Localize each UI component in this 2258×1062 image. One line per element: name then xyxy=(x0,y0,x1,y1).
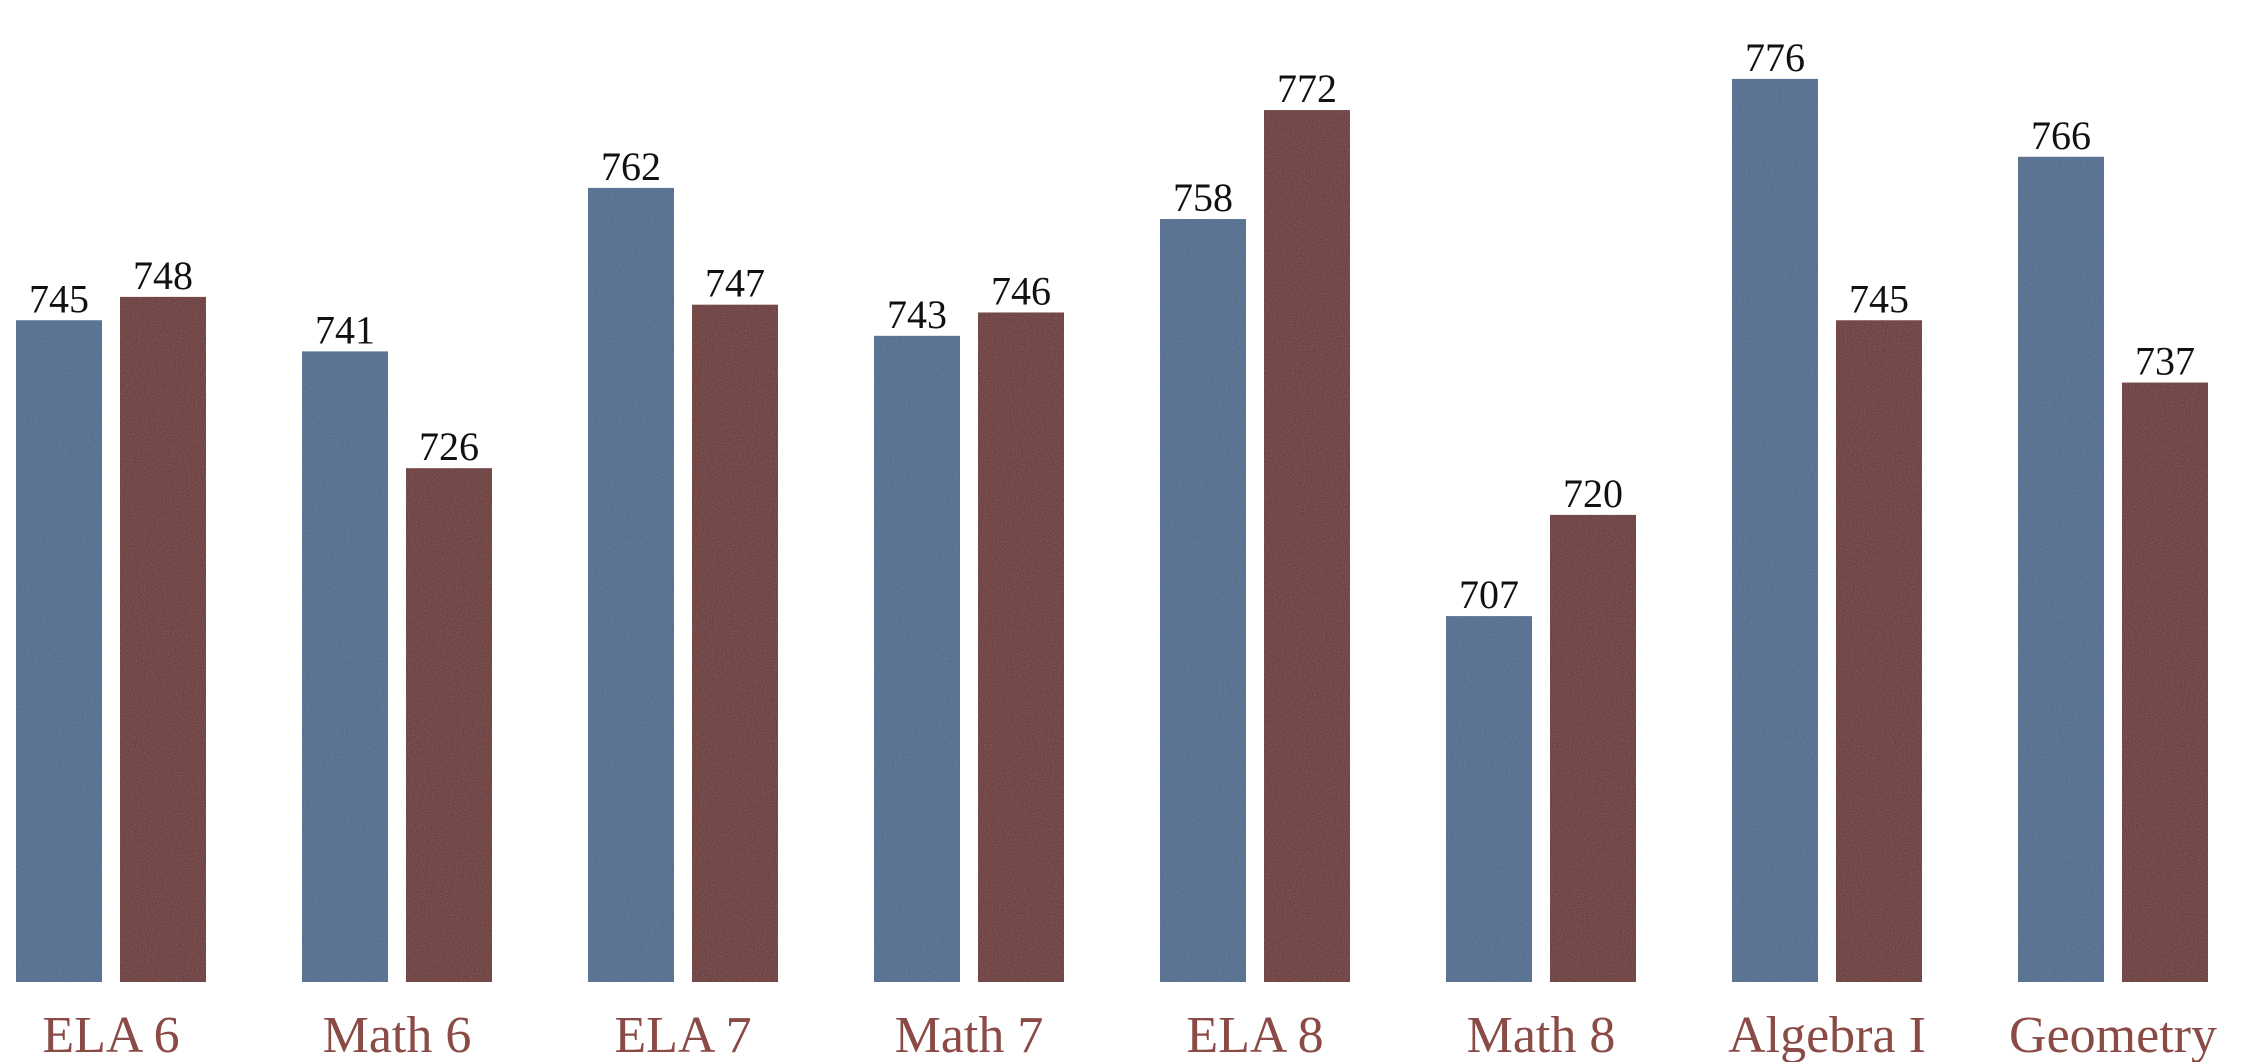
bar-ela-7-series-1 xyxy=(588,187,674,982)
bar-ela-6-series-1 xyxy=(16,320,102,982)
data-label: 766 xyxy=(2031,113,2091,158)
value-labels-layer: 745 748 741 726 762 747 743 746 758 772 707 720 776 7… xyxy=(29,35,2195,617)
data-label: 707 xyxy=(1459,572,1519,617)
bar-math-6-series-1 xyxy=(302,351,388,982)
category-tick-label: Math 6 xyxy=(323,1007,472,1062)
bar-math-7-series-2 xyxy=(978,312,1064,982)
data-label: 741 xyxy=(315,307,375,352)
category-tick-label: Geometry xyxy=(2009,1007,2217,1062)
category-labels-layer: ELA 6 Math 6 ELA 7 Math 7 ELA 8 Math 8 Algebra… xyxy=(42,1007,2217,1062)
bar-math-7-series-1 xyxy=(874,335,960,982)
bar-ela-7-series-2 xyxy=(692,304,778,982)
bar-geometry-series-2 xyxy=(2122,382,2208,983)
data-label: 743 xyxy=(887,292,947,337)
bar-ela-8-series-2 xyxy=(1264,110,1350,983)
bar-math-8-series-2 xyxy=(1550,514,1636,982)
bar-ela-6-series-2 xyxy=(120,296,206,983)
data-label: 726 xyxy=(419,424,479,469)
category-tick-label: ELA 7 xyxy=(614,1007,751,1062)
bar-geometry-series-1 xyxy=(2018,156,2104,982)
data-label: 762 xyxy=(601,144,661,189)
data-label: 776 xyxy=(1745,35,1805,80)
data-label: 745 xyxy=(29,276,89,321)
data-label: 746 xyxy=(991,268,1051,313)
category-tick-label: ELA 8 xyxy=(1186,1007,1323,1062)
data-label: 748 xyxy=(133,253,193,298)
bars-layer xyxy=(16,78,2208,983)
bar-math-6-series-2 xyxy=(406,468,492,982)
category-tick-label: Math 8 xyxy=(1467,1007,1616,1062)
category-tick-label: ELA 6 xyxy=(42,1007,179,1062)
bar-algebra-i-series-1 xyxy=(1732,78,1818,983)
bar-math-8-series-1 xyxy=(1446,616,1532,982)
data-label: 758 xyxy=(1173,175,1233,220)
category-tick-label: Algebra I xyxy=(1728,1007,1926,1062)
data-label: 720 xyxy=(1563,471,1623,516)
data-label: 737 xyxy=(2135,339,2195,384)
data-label: 745 xyxy=(1849,276,1909,321)
bar-ela-8-series-1 xyxy=(1160,219,1246,982)
bar-algebra-i-series-2 xyxy=(1836,320,1922,982)
data-label: 747 xyxy=(705,261,765,306)
data-label: 772 xyxy=(1277,66,1337,111)
category-tick-label: Math 7 xyxy=(895,1007,1044,1062)
